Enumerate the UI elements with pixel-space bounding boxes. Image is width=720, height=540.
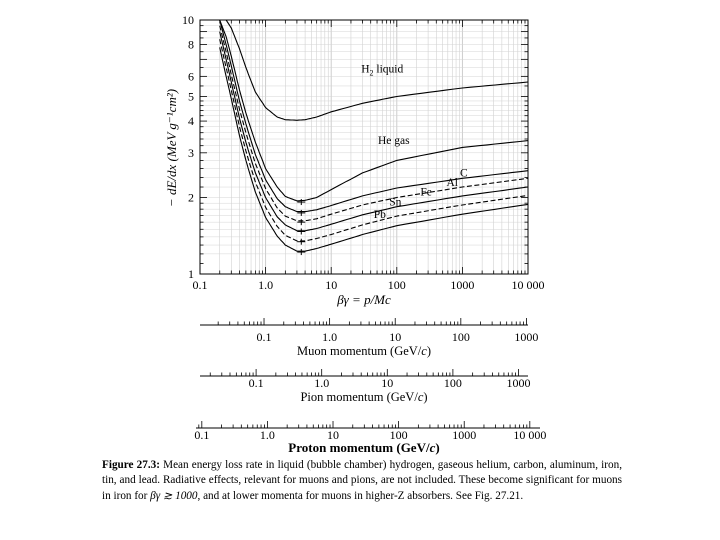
caption-text-1: Mean energy loss rate in liquid (bubble … [102, 459, 622, 502]
proton-tick-label: 10 [327, 428, 339, 442]
pion-tick-label: 0.1 [249, 376, 264, 390]
proton-tick-label: 10 000 [513, 428, 546, 442]
proton-tick-label: 1.0 [260, 428, 275, 442]
muon-tick-label: 1.0 [322, 330, 337, 344]
x-axis-label: βγ = p/Mc [336, 292, 391, 307]
proton-tick-label: 1000 [452, 428, 476, 442]
muon-axis-title: Muon momentum (GeV/c) [297, 344, 431, 358]
caption-math: βγ ≳ 1000 [150, 489, 198, 502]
x-tick-label: 100 [388, 278, 406, 292]
y-tick-label: 10 [182, 13, 194, 27]
proton-axis-title: Proton momentum (GeV/c) [288, 440, 439, 455]
series-label-fe: Fe [420, 186, 432, 198]
series-line-he-gas [219, 19, 529, 202]
series-label-pb: Pb [374, 209, 386, 221]
series-line-fe [219, 31, 529, 232]
pion-tick-label: 10 [381, 376, 393, 390]
series-line-pb [219, 47, 529, 252]
x-tick-label: 10 [325, 278, 337, 292]
pion-tick-label: 1000 [506, 376, 530, 390]
pion-tick-label: 1.0 [314, 376, 329, 390]
pion-momentum-axis: 0.1 1.0 10 100 1000 Pion momentum (GeV/c) [200, 369, 530, 404]
figure-caption: Figure 27.3: Mean energy loss rate in li… [102, 458, 622, 504]
x-tick-label: 1000 [450, 278, 474, 292]
series-label-he-gas: He gas [378, 135, 410, 147]
muon-tick-label: 0.1 [257, 330, 272, 344]
series-line-h2-liquid [225, 19, 529, 121]
x-tick-label: 10 000 [512, 278, 545, 292]
series-line-c [219, 19, 529, 213]
caption-text-2: , and at lower momenta for muons in high… [197, 489, 524, 502]
y-axis-label: − dE/dx (MeV g⁻¹cm²) [164, 89, 179, 207]
x-tick-label: 1.0 [258, 278, 273, 292]
pion-axis-title: Pion momentum (GeV/c) [300, 390, 427, 404]
series-line-al [219, 25, 529, 222]
series-label-c: C [460, 168, 468, 180]
y-tick-label: 4 [188, 114, 194, 128]
pion-tick-label: 100 [444, 376, 462, 390]
proton-tick-label: 100 [390, 428, 408, 442]
y-tick-label: 1 [188, 267, 194, 281]
main-axis-ticks: 0.1 1.0 10 100 1000 10 000 1 2 3 4 5 6 8 10 [182, 13, 545, 292]
proton-momentum-axis: 0.1 1.0 10 100 1000 10 000 Proton momentum (Ge… [194, 421, 546, 455]
y-tick-label: 3 [188, 146, 194, 160]
muon-momentum-axis: 0.1 1.0 10 100 1000 Muon momentum (GeV/c) [200, 318, 538, 358]
y-tick-label: 5 [188, 89, 194, 103]
chart-grid [200, 20, 528, 274]
proton-tick-label: 0.1 [194, 428, 209, 442]
y-tick-label: 8 [188, 38, 194, 52]
x-tick-label: 0.1 [193, 278, 208, 292]
muon-tick-label: 100 [452, 330, 470, 344]
minimum-markers [297, 199, 306, 256]
caption-label: Figure 27.3: [102, 459, 160, 471]
momentum-axes: 0.1 1.0 10 100 1000 Muon momentum (GeV/c) 0.1 1… [194, 318, 546, 455]
data-series [219, 19, 529, 252]
muon-tick-label: 1000 [514, 330, 538, 344]
y-tick-label: 6 [188, 69, 194, 83]
energy-loss-figure: 0.1 1.0 10 100 1000 10 000 1 2 3 4 5 6 8 10 H2 liquid… [164, 13, 546, 455]
muon-tick-label: 10 [389, 330, 401, 344]
series-label-al: Al [446, 177, 458, 189]
series-label-sn: Sn [389, 197, 401, 209]
series-line-sn [219, 39, 529, 242]
plot-frame [199, 19, 529, 275]
series-label-h2-liquid: H2 liquid [361, 64, 403, 78]
y-tick-label: 2 [188, 191, 194, 205]
